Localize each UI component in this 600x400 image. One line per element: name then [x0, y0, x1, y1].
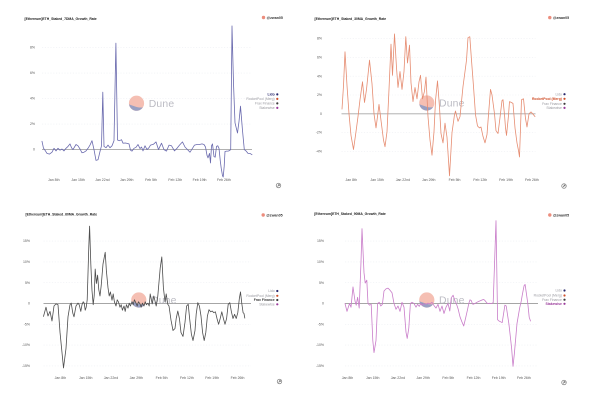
svg-text:Dune: Dune: [151, 296, 177, 307]
svg-text:Jan 22nd: Jan 22nd: [104, 376, 118, 380]
svg-text:Jan 15th: Jan 15th: [71, 178, 84, 182]
svg-text:Frax Finance: Frax Finance: [254, 298, 275, 302]
svg-text:15%: 15%: [317, 239, 324, 243]
svg-text:0: 0: [320, 112, 322, 116]
svg-text:Dune: Dune: [439, 296, 465, 307]
svg-text:-5%: -5%: [318, 322, 324, 326]
svg-text:Stakewise: Stakewise: [259, 303, 275, 307]
svg-text:4%: 4%: [30, 97, 35, 101]
svg-text:Feb 19th: Feb 19th: [499, 178, 513, 182]
svg-text:[Ethereum]ETH_Staked_30MA_Grow: [Ethereum]ETH_Staked_30MA_Growth_Rate: [315, 17, 387, 21]
svg-text:[Ethereum]ETH_Staked_7DMA_Grow: [Ethereum]ETH_Staked_7DMA_Growth_Rate: [25, 17, 97, 21]
svg-text:-15%: -15%: [316, 364, 324, 368]
svg-text:Jan 22nd: Jan 22nd: [396, 178, 410, 182]
svg-text:[Ethereum]ETH_Staked_60MA_Grow: [Ethereum]ETH_Staked_60MA_Growth_Rate: [26, 212, 98, 216]
svg-text:Jan 29th: Jan 29th: [130, 376, 143, 380]
svg-text:8%: 8%: [30, 46, 35, 50]
svg-text:-10%: -10%: [316, 343, 324, 347]
svg-text:Feb 5th: Feb 5th: [145, 178, 157, 182]
svg-text:6%: 6%: [317, 56, 322, 60]
svg-text:15%: 15%: [23, 239, 30, 243]
svg-text:4%: 4%: [317, 74, 322, 78]
svg-text:Feb 26th: Feb 26th: [517, 376, 531, 380]
svg-text:Lido: Lido: [555, 289, 562, 293]
svg-text:Feb 5th: Feb 5th: [442, 376, 454, 380]
svg-text:Feb 12th: Feb 12th: [168, 178, 182, 182]
svg-text:Jan 29th: Jan 29th: [416, 376, 429, 380]
svg-text:Stakewise: Stakewise: [545, 302, 562, 306]
svg-text:Jan 15th: Jan 15th: [370, 178, 383, 182]
svg-text:@zwan05: @zwan05: [553, 16, 569, 20]
svg-text:-15%: -15%: [22, 364, 30, 368]
svg-text:Jan 22nd: Jan 22nd: [95, 178, 109, 182]
svg-text:RocketPool (Merg): RocketPool (Merg): [246, 97, 274, 101]
svg-text:2%: 2%: [30, 122, 35, 126]
svg-text:@zwan05: @zwan05: [267, 16, 283, 20]
svg-text:Jan 15th: Jan 15th: [366, 376, 379, 380]
svg-text:Dune: Dune: [149, 99, 175, 110]
svg-text:2%: 2%: [317, 93, 322, 97]
svg-text:Feb 5th: Feb 5th: [449, 178, 461, 182]
svg-text:Feb 26th: Feb 26th: [525, 178, 539, 182]
svg-text:Feb 12th: Feb 12th: [180, 376, 194, 380]
svg-text:Dune: Dune: [439, 99, 465, 110]
svg-text:6%: 6%: [30, 71, 35, 75]
svg-text:[Ethereum]ETH_Staked_90MA_Grow: [Ethereum]ETH_Staked_90MA_Growth_Rate: [314, 212, 386, 216]
svg-text:Feb 5th: Feb 5th: [156, 376, 168, 380]
svg-text:-4%: -4%: [316, 150, 322, 154]
svg-text:10%: 10%: [317, 260, 324, 264]
svg-text:Frax Finance: Frax Finance: [255, 102, 275, 106]
svg-text:Feb 19th: Feb 19th: [205, 376, 219, 380]
svg-text:-5%: -5%: [24, 322, 30, 326]
svg-text:-2%: -2%: [316, 131, 322, 135]
svg-text:RocketPool (Merg): RocketPool (Merg): [532, 97, 562, 101]
svg-text:RocketPool (Merg): RocketPool (Merg): [534, 294, 562, 298]
svg-text:Stakewise: Stakewise: [259, 106, 275, 110]
svg-text:Feb 19th: Feb 19th: [193, 178, 207, 182]
svg-text:Lido: Lido: [268, 289, 275, 293]
svg-text:Jan 29th: Jan 29th: [120, 178, 133, 182]
svg-text:10%: 10%: [23, 260, 30, 264]
svg-text:@zwan05: @zwan05: [266, 213, 282, 217]
svg-text:Jan 8th: Jan 8th: [342, 376, 354, 380]
svg-text:-10%: -10%: [22, 343, 30, 347]
svg-text:Feb 12th: Feb 12th: [467, 376, 481, 380]
svg-text:Jan 29th: Jan 29th: [422, 178, 435, 182]
svg-text:Feb 26th: Feb 26th: [217, 178, 231, 182]
svg-text:Feb 12th: Feb 12th: [473, 178, 487, 182]
svg-text:0: 0: [322, 302, 324, 306]
svg-text:8%: 8%: [317, 37, 322, 41]
svg-text:RocketPool (Merg): RocketPool (Merg): [246, 294, 274, 298]
svg-text:0: 0: [28, 302, 30, 306]
svg-text:Jan 8th: Jan 8th: [55, 376, 67, 380]
svg-text:0: 0: [33, 148, 35, 152]
svg-text:Jan 15th: Jan 15th: [79, 376, 92, 380]
svg-text:Jan 8th: Jan 8th: [346, 178, 358, 182]
svg-text:Stakewise: Stakewise: [546, 106, 562, 110]
svg-text:Frax Finance: Frax Finance: [542, 102, 562, 106]
svg-text:Feb 19th: Feb 19th: [492, 376, 506, 380]
svg-text:5%: 5%: [319, 281, 324, 285]
svg-text:5%: 5%: [25, 281, 30, 285]
svg-text:Jan 8th: Jan 8th: [48, 178, 60, 182]
svg-text:Jan 22nd: Jan 22nd: [391, 376, 405, 380]
svg-text:Lido: Lido: [555, 92, 562, 96]
svg-text:@zwan05: @zwan05: [553, 213, 569, 217]
svg-text:Feb 26th: Feb 26th: [231, 376, 245, 380]
svg-text:Lido: Lido: [268, 93, 275, 97]
svg-text:Frax Finance: Frax Finance: [542, 298, 562, 302]
